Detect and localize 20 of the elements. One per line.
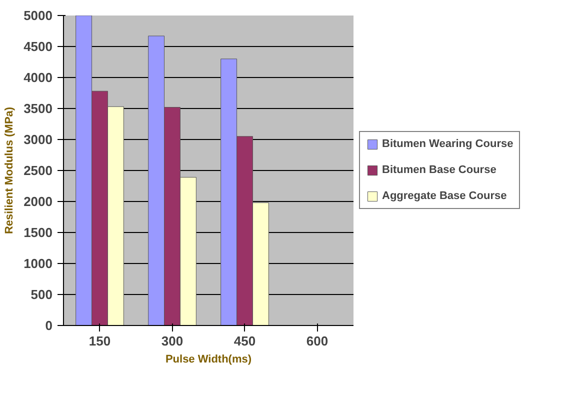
legend-label: Aggregate Base Course	[382, 190, 507, 202]
x-tick-label: 600	[306, 334, 328, 348]
legend-label: Bitumen Wearing Course	[382, 138, 514, 150]
x-tick-label: 300	[161, 334, 184, 348]
y-tick-label: 5000	[24, 8, 52, 23]
legend-label: Bitumen Base Course	[382, 164, 496, 176]
x-tick-label: 150	[88, 334, 111, 348]
y-tick-label: 4500	[24, 39, 52, 54]
y-tick-label: 1500	[24, 225, 52, 240]
y-tick-label: 500	[30, 287, 53, 302]
y-tick-label: 3500	[24, 101, 52, 116]
y-tick-label: 2500	[24, 163, 52, 178]
y-axis-title: Resilient Modulus (MPa)	[4, 106, 16, 234]
y-tick-label: 3000	[24, 132, 52, 147]
x-axis-title: Pulse Width(ms)	[165, 354, 252, 366]
y-tick-label: 0	[45, 318, 53, 333]
x-tick-label: 450	[234, 334, 256, 348]
y-tick-label: 2000	[24, 194, 52, 209]
y-tick-label: 1000	[24, 256, 52, 271]
y-tick-label: 4000	[24, 70, 52, 85]
